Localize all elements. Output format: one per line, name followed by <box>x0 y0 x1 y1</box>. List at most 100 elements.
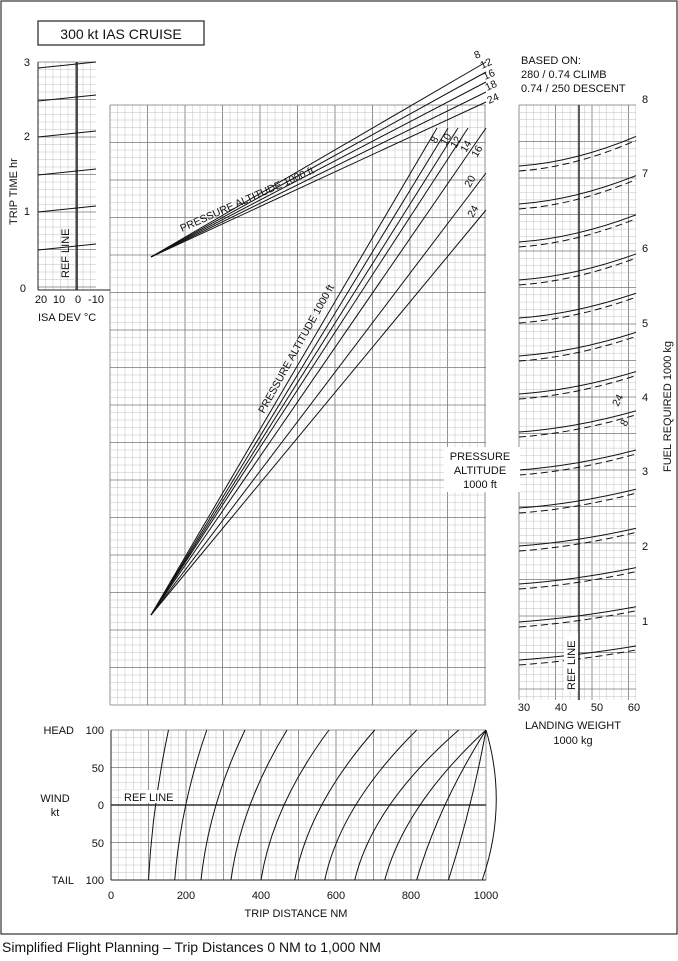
based-on-bg <box>515 52 631 98</box>
fuel-tick-7: 7 <box>642 168 648 180</box>
fuel-weight-curve-dashed <box>518 531 637 552</box>
fuel-weight-curve-dashed <box>518 453 637 476</box>
fuel-ref-label-bg <box>564 633 578 691</box>
lw-tick-50: 50 <box>591 702 603 714</box>
dist-tick-200: 200 <box>177 890 195 902</box>
wind-axis-unit: kt <box>51 807 60 819</box>
fuel-curve-label-8: 8 <box>618 417 631 428</box>
fuel-tick-4: 4 <box>642 392 648 404</box>
fuel-weight-curve-dashed <box>518 492 637 514</box>
fuel-alt-10: 10 <box>438 131 454 147</box>
isa-axis-label: ISA DEV °C <box>38 312 96 324</box>
dist-tick-0: 0 <box>108 890 114 902</box>
fuel-weight-curve-solid <box>518 410 637 433</box>
fuel-weight-curve-solid <box>518 488 637 509</box>
figure-caption: Simplified Flight Planning – Trip Distan… <box>2 939 381 955</box>
fuel-weight-curve-solid <box>518 214 637 243</box>
fuel-tick-1: 1 <box>642 616 648 628</box>
wind-ref-label-bg <box>121 790 177 803</box>
fuel-weight-curve-dashed <box>518 218 637 248</box>
fuel-tick-5: 5 <box>642 318 648 330</box>
time-line-16 <box>150 81 487 258</box>
based-on-heading: BASED ON: <box>521 55 581 67</box>
fuel-pa-label-1: PRESSURE <box>450 451 511 463</box>
fuel-line-10 <box>150 127 449 616</box>
chart-frame <box>0 0 678 935</box>
wind-curve <box>448 729 487 881</box>
fuel-alt-20: 20 <box>462 173 478 189</box>
fuel-weight-curve-solid <box>518 527 637 547</box>
fuel-line-24 <box>150 209 487 616</box>
fuel-line-8 <box>150 127 438 616</box>
fuel-weight-curve-solid <box>518 331 637 357</box>
fuel-weight-curve-dashed <box>518 139 637 172</box>
fuel-weight-curve-solid <box>518 253 637 281</box>
based-on-climb: 280 / 0.74 CLIMB <box>521 69 607 81</box>
wind-curve <box>230 729 288 881</box>
time-ref-line-label: REF LINE <box>60 228 72 278</box>
time-alt-18: 18 <box>483 78 499 94</box>
time-tick-3: 3 <box>24 57 30 69</box>
fuel-weight-curve-dashed <box>518 571 637 590</box>
fuel-alt-12: 12 <box>448 134 464 150</box>
wind-tick-tail-50: 50 <box>92 838 104 850</box>
isa-tick-minus10: -10 <box>88 294 104 306</box>
time-line-12 <box>150 71 487 258</box>
dist-tick-600: 600 <box>327 890 345 902</box>
isa-curve <box>37 243 97 251</box>
time-tick-0: 0 <box>20 283 26 295</box>
wind-tick-head-100: 100 <box>86 725 104 737</box>
distance-axis-label: TRIP DISTANCE NM <box>245 908 348 920</box>
dist-tick-400: 400 <box>252 890 270 902</box>
fuel-weight-curve-solid <box>518 292 637 319</box>
fuel-weight-curve-dashed <box>518 610 637 628</box>
fuel-weight-curve-solid <box>518 567 637 585</box>
fuel-pa-label-3: 1000 ft <box>463 479 497 491</box>
wind-curve <box>294 729 376 881</box>
time-alt-8: 8 <box>472 48 482 61</box>
time-line-18 <box>150 91 487 258</box>
time-alt-12: 12 <box>478 56 494 72</box>
isa-curve <box>37 94 97 102</box>
lw-tick-60: 60 <box>628 702 640 714</box>
isa-curve <box>37 168 97 176</box>
fuel-alt-24: 24 <box>465 203 481 219</box>
dist-tick-1000: 1000 <box>474 890 498 902</box>
lw-tick-40: 40 <box>555 702 567 714</box>
wind-curve <box>384 729 487 881</box>
wind-axis-label: WIND <box>40 793 69 805</box>
fuel-weight-curve-solid <box>518 135 637 167</box>
fuel-weight-curve-dashed <box>518 335 637 362</box>
fuel-weight-curve-dashed <box>518 179 637 210</box>
based-on-descent: 0.74 / 250 DESCENT <box>521 83 626 95</box>
time-alt-16: 16 <box>481 67 497 83</box>
chart-curves <box>37 61 637 881</box>
fuel-alt-16: 16 <box>469 143 485 159</box>
wind-curve <box>260 729 330 881</box>
isa-curve <box>37 130 97 138</box>
fuel-pa-label-2: ALTITUDE <box>454 465 506 477</box>
fuel-curve-label-24: 24 <box>610 392 626 408</box>
fuel-tick-6: 6 <box>642 243 648 255</box>
wind-tick-0: 0 <box>98 800 104 812</box>
fuel-weight-curve-dashed <box>518 414 637 438</box>
fuel-axis-label: FUEL REQUIRED 1000 kg <box>662 341 674 472</box>
fuel-line-14 <box>150 127 469 616</box>
fuel-weight-curve-solid <box>518 606 637 623</box>
wind-curve <box>354 729 460 881</box>
wind-curve <box>200 729 246 881</box>
wind-tick-head-50: 50 <box>92 763 104 775</box>
fuel-weight-curve-solid <box>518 371 637 395</box>
fuel-weight-curve-solid <box>518 449 637 471</box>
wind-curve <box>148 729 169 881</box>
fuel-ref-line-label: REF LINE <box>566 640 578 690</box>
time-tick-1: 1 <box>24 206 30 218</box>
fuel-weight-curve-dashed <box>518 375 637 400</box>
wind-ref-line-label: REF LINE <box>124 792 174 804</box>
wind-curve <box>324 729 418 881</box>
chart-title: 300 kt IAS CRUISE <box>60 26 181 42</box>
fuel-tick-3: 3 <box>642 466 648 478</box>
isa-curve <box>37 61 97 69</box>
lw-axis-unit: 1000 kg <box>553 735 592 747</box>
